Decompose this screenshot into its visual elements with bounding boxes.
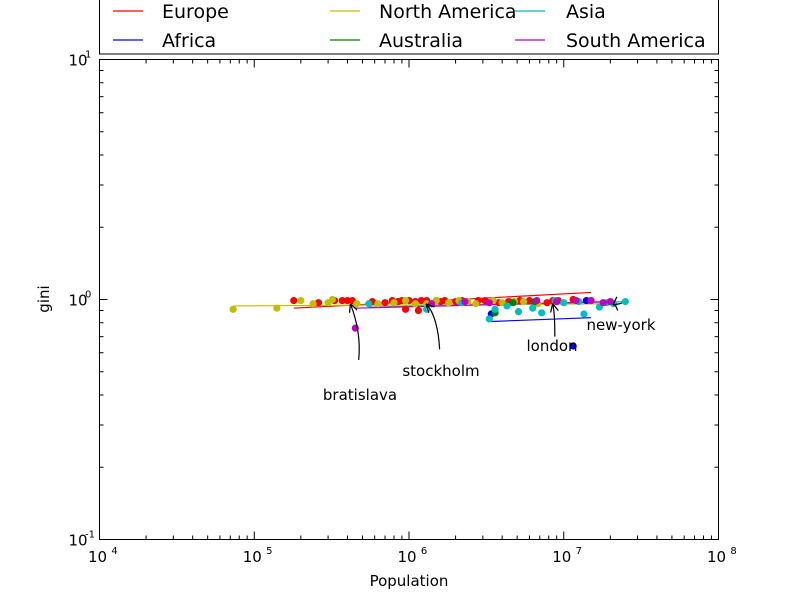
legend-label-australia: Australia [379,30,463,52]
fit-line-south-america [355,301,611,309]
point-north-america-20 [519,298,528,306]
annotation-label-bratislava: bratislava [323,386,397,404]
y-tick-exponent: -1 [85,530,95,541]
y-tick-label: 10 [68,292,87,310]
x-tick-exponent: 4 [111,546,117,557]
legend-label-asia: Asia [566,1,606,23]
point-europe-1 [314,299,323,307]
legend: Europe Africa North America Australia Asia So… [99,0,719,55]
point-australia-1 [509,299,517,307]
point-asia-8 [538,309,546,317]
point-africa-1 [569,342,577,350]
annotation-label-london: london [526,337,577,355]
point-south-america-3 [485,299,493,307]
point-north-america-9 [401,296,410,305]
point-europe-13 [417,296,425,305]
point-north-america-0 [229,305,237,313]
annotation-label-new-york: new-york [586,316,655,334]
legend-label-europe: Europe [162,1,229,23]
point-europe-26 [543,299,551,307]
y-tick-exponent: 0 [85,290,91,301]
y-axis-label: gini [35,285,53,312]
x-tick-exponent: 5 [266,546,272,557]
y-tick-label: 10 [68,532,87,550]
point-europe-25 [525,296,534,305]
point-asia-3 [485,315,493,323]
x-axis-label: Population [370,572,449,590]
point-south-america-2 [461,298,469,306]
annotation-label-stockholm: stockholm [402,362,479,380]
legend-frame [99,0,719,55]
point-north-america-3 [309,300,317,308]
point-asia-0 [365,300,373,308]
y-tick-exponent: 1 [85,50,91,61]
x-tick-label: 10 [243,548,262,566]
point-europe-31 [401,305,410,313]
point-north-america-13 [444,299,453,307]
legend-label-south-america: South America [566,30,706,52]
point-asia-7 [529,304,537,312]
y-tick-label: 10 [68,52,87,70]
point-north-america-8 [390,299,398,307]
point-north-america-16 [472,300,480,308]
point-asia-6 [514,308,523,316]
point-europe-3 [338,296,346,305]
x-tick-exponent: 8 [730,546,736,557]
annotation-arrow-bratislava [351,305,360,360]
legend-label-africa: Africa [162,30,216,52]
point-asia-10 [560,299,568,307]
point-europe-7 [381,299,389,307]
point-south-america-5 [553,298,561,306]
x-tick-exponent: 6 [421,546,427,557]
point-south-america-4 [533,296,541,305]
point-south-america-7 [587,296,595,305]
point-north-america-10 [411,300,420,308]
point-south-america-8 [599,299,607,307]
point-north-america-5 [328,295,337,304]
x-tick-label: 10 [707,548,726,566]
point-south-america-6 [572,296,580,305]
point-asia-4 [491,305,499,313]
legend-label-north-america: North America [379,1,517,23]
annotation-arrow-london [553,305,555,337]
point-europe-32 [414,306,422,315]
annotation-arrow-stockholm [427,305,441,350]
point-north-america-1 [273,304,281,312]
x-tick-label: 10 [88,548,107,566]
x-tick-exponent: 7 [576,546,582,557]
annotation-arrow-new-york [614,304,618,311]
point-south-america-1 [428,300,436,308]
point-asia-5 [503,302,511,310]
point-asia-12 [580,310,588,318]
point-asia-15 [621,298,629,306]
point-north-america-7 [374,300,382,308]
point-north-america-2 [297,296,305,305]
x-tick-label: 10 [552,548,571,566]
x-tick-label: 10 [397,548,416,566]
point-south-america-9 [606,298,614,306]
point-north-america-6 [353,300,361,308]
fit-line-africa [491,317,592,323]
point-europe-0 [290,296,298,305]
annotations: bratislava stockholm london new-york [323,304,656,404]
